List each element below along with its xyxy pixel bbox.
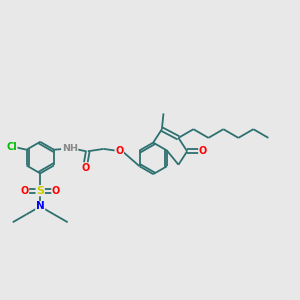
Text: O: O [20, 186, 28, 196]
Text: O: O [115, 146, 123, 156]
Text: Cl: Cl [6, 142, 17, 152]
Text: O: O [199, 146, 207, 156]
Text: O: O [52, 186, 60, 196]
Text: S: S [36, 186, 44, 196]
Text: O: O [81, 163, 89, 173]
Text: NH: NH [61, 144, 78, 153]
Text: N: N [36, 202, 45, 212]
